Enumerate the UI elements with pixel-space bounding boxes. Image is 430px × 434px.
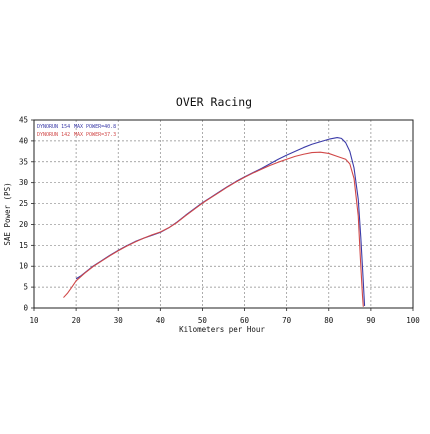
- plot-frame: [33, 119, 414, 309]
- y-tick-label: 20: [19, 220, 29, 229]
- x-tick-label: 50: [198, 316, 208, 325]
- legend-series-2-name: DYNORUN 142: [37, 132, 70, 138]
- y-tick-label: 30: [19, 178, 29, 187]
- tick-marks: [31, 119, 414, 311]
- x-tick-label: 100: [406, 316, 420, 325]
- y-tick-label: 15: [19, 241, 28, 250]
- legend-series-2-max-power: MAX POWER=37.3: [74, 132, 116, 138]
- x-tick-label: 80: [324, 316, 334, 325]
- legend-series-1-max-power: MAX POWER=40.8: [74, 124, 116, 130]
- chart-title: OVER Racing: [176, 95, 252, 109]
- x-tick-label: 40: [156, 316, 166, 325]
- legend: DYNORUN 154 MAX POWER=40.8 DYNORUN 142 M…: [37, 124, 116, 138]
- x-tick-label: 90: [366, 316, 376, 325]
- y-tick-label: 45: [19, 116, 28, 125]
- x-tick-label: 70: [282, 316, 292, 325]
- legend-series-1-name: DYNORUN 154: [37, 124, 70, 130]
- y-tick-label: 40: [19, 136, 29, 145]
- y-tick-label: 0: [23, 304, 28, 313]
- y-tick-label: 25: [19, 199, 28, 208]
- x-tick-label: 30: [114, 316, 124, 325]
- y-tick-label: 10: [19, 262, 29, 271]
- y-tick-label: 35: [19, 157, 28, 166]
- x-tick-label: 10: [29, 316, 39, 325]
- x-tick-label: 20: [72, 316, 82, 325]
- x-axis-label: Kilometers per Hour: [179, 325, 265, 334]
- y-tick-label: 5: [23, 283, 28, 292]
- grid: [34, 120, 413, 308]
- series: [63, 137, 366, 307]
- y-axis-label: SAE Power (PS): [3, 182, 12, 245]
- series-line-2: [63, 151, 364, 307]
- x-tick-label: 60: [240, 316, 250, 325]
